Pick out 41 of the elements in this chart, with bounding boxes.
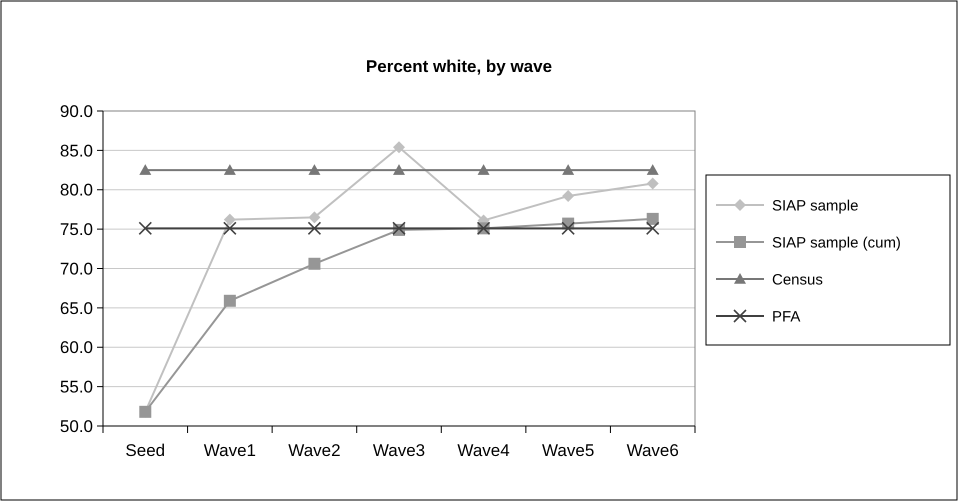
y-tick-label: 70.0 [60,259,93,278]
y-tick-label: 75.0 [60,220,93,240]
point [308,164,320,175]
point [308,258,320,270]
y-tick-label: 85.0 [60,141,93,160]
x-tick-label: Wave3 [372,441,426,460]
x-tick-label: Wave6 [626,441,679,460]
point [224,164,236,175]
legend-label: SIAP sample (cum) [772,234,901,252]
point [224,214,236,226]
point [562,164,574,175]
x-tick-label: Seed [125,441,166,460]
x-tick-label: Wave4 [457,441,510,460]
legend-label: SIAP sample [772,197,858,214]
x-tick-label: Wave2 [288,441,341,460]
y-tick-label: 50.0 [60,416,93,436]
y-tick-label: 80.0 [60,180,93,200]
point [393,141,405,154]
point [646,177,659,190]
y-tick-label: 55.0 [60,378,93,397]
legend-label: PFA [772,308,800,326]
point [646,212,659,225]
x-tick-label: Wave5 [542,441,594,460]
point [308,211,320,224]
legend-label: Census [772,271,823,288]
point [646,164,659,175]
y-tick-label: 90.0 [60,102,93,121]
point [223,222,237,236]
x-tick-label: Wave1 [204,441,256,460]
chart-title: Percent white, by wave [366,57,552,76]
point [646,222,660,236]
point [562,190,574,202]
point [224,294,236,307]
y-tick-label: 60.0 [60,338,93,358]
point [139,164,152,175]
point [308,222,322,236]
point [393,164,405,175]
y-tick-label: 65.0 [60,298,93,318]
point [138,222,152,236]
point [478,164,490,175]
point [561,222,575,236]
